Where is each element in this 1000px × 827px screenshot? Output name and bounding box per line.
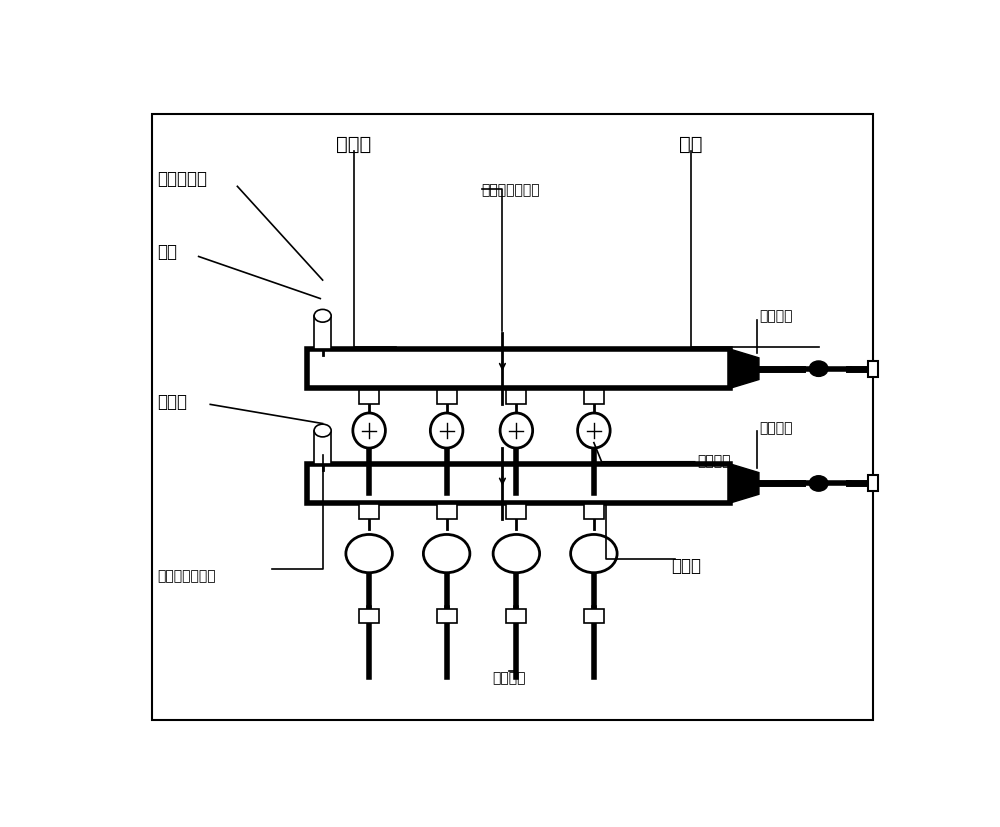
Ellipse shape [500, 414, 533, 448]
Polygon shape [730, 350, 759, 389]
Polygon shape [730, 464, 759, 504]
Circle shape [423, 535, 470, 573]
Text: 供水温度传感器: 供水温度传感器 [482, 183, 540, 197]
Ellipse shape [314, 424, 331, 437]
Bar [437, 390, 457, 404]
Circle shape [571, 535, 617, 573]
Bar [314, 317, 331, 350]
Text: 分支管路: 分支管路 [492, 671, 525, 685]
Text: 球阀: 球阀 [679, 134, 702, 153]
Text: 回水管路: 回水管路 [759, 420, 792, 434]
Circle shape [346, 535, 392, 573]
Bar [584, 609, 604, 624]
Bar [359, 609, 379, 624]
Bar [506, 390, 526, 404]
Bar [584, 504, 604, 519]
Text: 供水管路: 供水管路 [759, 308, 792, 323]
Bar [307, 464, 730, 504]
Circle shape [493, 535, 540, 573]
Text: 分支管路: 分支管路 [697, 454, 730, 468]
Ellipse shape [578, 414, 610, 448]
Text: 阀门: 阀门 [158, 243, 178, 261]
Text: 自动排气阀: 自动排气阀 [158, 170, 208, 188]
Bar [584, 390, 604, 404]
Text: 回水温度传感器: 回水温度传感器 [158, 569, 216, 582]
Text: 热电鄀: 热电鄀 [158, 393, 188, 411]
Bar [437, 609, 457, 624]
Bar [307, 350, 730, 389]
Bar [506, 504, 526, 519]
Ellipse shape [314, 310, 331, 323]
Ellipse shape [353, 414, 385, 448]
Circle shape [809, 476, 828, 491]
Bar [868, 476, 878, 492]
Bar [359, 390, 379, 404]
Text: 集水器: 集水器 [336, 134, 371, 153]
Bar [506, 609, 526, 624]
Bar [359, 504, 379, 519]
Bar [868, 361, 878, 377]
Circle shape [809, 361, 828, 377]
Bar [437, 504, 457, 519]
Bar [314, 431, 331, 464]
Text: 分水器: 分水器 [671, 557, 701, 575]
Ellipse shape [430, 414, 463, 448]
